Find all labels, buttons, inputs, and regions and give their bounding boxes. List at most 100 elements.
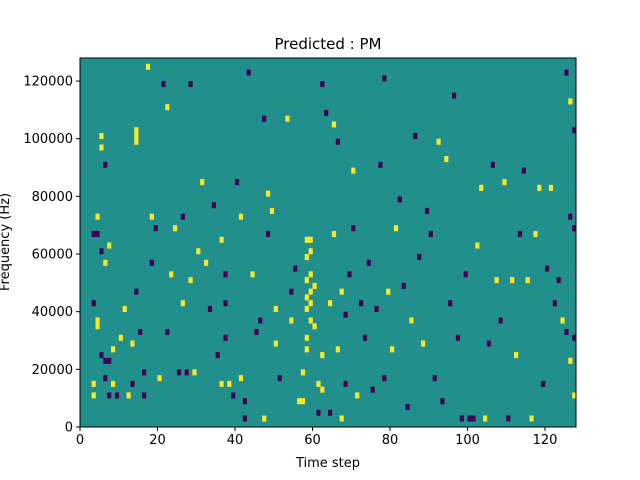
heatmap-cell xyxy=(231,392,236,399)
heatmap-cell xyxy=(126,392,131,399)
heatmap-cell xyxy=(308,300,313,307)
heatmap-cell xyxy=(328,300,333,307)
heatmap-cell xyxy=(242,415,247,422)
heatmap-cell xyxy=(308,236,313,243)
heatmap-cell xyxy=(223,271,228,278)
heatmap-cell xyxy=(149,213,154,220)
heatmap-cell xyxy=(471,415,476,422)
heatmap-cell xyxy=(432,375,437,382)
heatmap-cell xyxy=(467,415,472,422)
heatmap-cell xyxy=(176,369,182,376)
heatmap-cell xyxy=(293,265,298,272)
heatmap-cell xyxy=(165,328,170,336)
heatmap-cell xyxy=(297,398,302,405)
heatmap-cell xyxy=(409,317,414,324)
heatmap-cell xyxy=(223,300,228,307)
heatmap-cell xyxy=(188,81,193,88)
plot-area xyxy=(79,57,577,428)
heatmap-cell xyxy=(134,132,139,140)
heatmap-cell xyxy=(304,277,309,284)
y-tick-label: 20000 xyxy=(32,363,73,378)
y-tick-label: 80000 xyxy=(32,190,73,205)
heatmap-cell xyxy=(165,104,170,111)
heatmap-cell xyxy=(149,259,154,266)
heatmap-cell xyxy=(397,196,402,203)
heatmap-cell xyxy=(362,334,368,341)
heatmap-cell xyxy=(343,311,348,318)
heatmap-cell xyxy=(339,288,344,295)
heatmap-cell xyxy=(521,167,526,174)
heatmap-cell xyxy=(486,340,492,347)
heatmap-cell xyxy=(343,380,348,387)
heatmap-cell xyxy=(308,317,313,324)
heatmap-cell xyxy=(545,265,550,272)
x-tick-label: 80 xyxy=(382,433,399,448)
x-tick-label: 120 xyxy=(533,433,558,448)
heatmap-cell xyxy=(455,334,461,341)
y-tick-label: 100000 xyxy=(23,132,73,147)
heatmap-cell xyxy=(452,92,457,99)
x-axis-label: Time step xyxy=(295,456,360,471)
heatmap-cell xyxy=(374,305,379,312)
y-axis: 0 20000 40000 60000 80000 100000 120000 xyxy=(23,75,80,436)
heatmap-cell xyxy=(227,380,232,387)
heatmap-cell xyxy=(525,277,530,284)
heatmap-cell xyxy=(444,156,449,163)
heatmap-cell xyxy=(157,375,162,382)
heatmap-cell xyxy=(169,271,174,278)
heatmap-cell xyxy=(304,294,309,301)
heatmap-cell xyxy=(91,230,96,238)
heatmap-cell xyxy=(475,242,480,249)
heatmap-cell xyxy=(424,207,430,214)
heatmap-cell xyxy=(382,375,387,382)
heatmap-cell xyxy=(99,248,104,255)
heatmap-cell xyxy=(161,81,166,88)
heatmap-cell xyxy=(211,202,216,209)
heatmap-cell xyxy=(114,392,120,399)
heatmap-cell xyxy=(95,317,100,324)
heatmap-cell xyxy=(184,369,189,376)
heatmap-cell xyxy=(308,248,313,255)
heatmap-cell xyxy=(428,230,433,238)
heatmap-cell xyxy=(312,282,317,289)
y-tick-label: 60000 xyxy=(32,248,73,263)
heatmap-cell xyxy=(304,305,309,312)
heatmap-cell xyxy=(479,184,484,191)
heatmap-cell xyxy=(219,236,224,243)
heatmap-cell xyxy=(572,225,577,232)
heatmap-cell xyxy=(548,184,554,191)
heatmap-cell xyxy=(572,127,577,134)
heatmap-cell xyxy=(99,352,104,359)
heatmap-cell xyxy=(91,300,96,307)
heatmap-cell xyxy=(498,317,503,324)
heatmap-cell xyxy=(304,334,309,341)
heatmap-cell xyxy=(483,415,488,422)
heatmap-cell xyxy=(421,340,426,347)
heatmap-cell xyxy=(134,127,139,134)
heatmap-cell xyxy=(180,213,185,220)
heatmap-cell xyxy=(289,317,294,324)
heatmap-cell xyxy=(552,300,557,307)
heatmap-cell xyxy=(130,340,135,347)
y-tick-label: 40000 xyxy=(32,305,73,320)
heatmap-cell xyxy=(196,248,201,255)
y-axis-label: Frequency (Hz) xyxy=(0,193,13,291)
heatmap-cell xyxy=(316,409,321,416)
heatmap-cell xyxy=(320,81,325,88)
heatmap-cell xyxy=(405,403,410,411)
heatmap-cell xyxy=(339,415,344,422)
heatmap-cell xyxy=(134,138,139,145)
heatmap-cell xyxy=(413,132,418,140)
heatmap-cell xyxy=(564,328,569,336)
heatmap-cell xyxy=(351,225,356,232)
heatmap-cell xyxy=(111,380,116,387)
x-axis: 0 20 40 60 80 100 120 xyxy=(76,427,558,448)
heatmap-cell xyxy=(328,409,333,416)
heatmap-cell xyxy=(560,317,565,324)
heatmap-cell xyxy=(130,380,135,387)
heatmap-cell xyxy=(238,213,244,220)
heatmap-cell xyxy=(312,323,317,330)
heatmap-cell xyxy=(308,288,313,295)
heatmap-cell xyxy=(517,230,523,238)
